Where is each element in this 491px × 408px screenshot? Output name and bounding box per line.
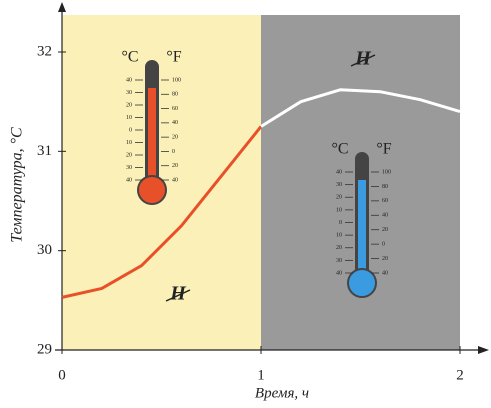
annotation: Н bbox=[169, 283, 187, 305]
thermo-f-label: 80 bbox=[172, 92, 178, 98]
thermo-c-label: 10 bbox=[336, 207, 342, 213]
thermo-f-label: 60 bbox=[382, 198, 388, 204]
thermo-c-label: 40 bbox=[126, 177, 132, 183]
thermo-f-label: 60 bbox=[172, 106, 178, 112]
thermo-c-label: 40 bbox=[126, 77, 132, 83]
thermo-c-label: 20 bbox=[336, 245, 342, 251]
y-tick-label: 32 bbox=[37, 43, 52, 59]
thermo-f-label: 0 bbox=[172, 149, 175, 155]
annotation: Н bbox=[354, 48, 372, 70]
thermo-f-label: 100 bbox=[382, 169, 391, 175]
annotation-strike bbox=[165, 289, 191, 302]
thermo-f-label: 0 bbox=[382, 242, 385, 248]
thermo-c-label: 20 bbox=[126, 102, 132, 108]
thermo-c-label: 10 bbox=[336, 233, 342, 239]
annotation-strike bbox=[350, 54, 376, 67]
thermo-bulb bbox=[347, 268, 377, 298]
thermo-liquid bbox=[148, 88, 156, 190]
x-axis-label: Время, ч bbox=[255, 385, 309, 401]
thermo-f-label: 20 bbox=[382, 227, 388, 233]
thermo-c-label: 40 bbox=[336, 169, 342, 175]
thermo-f-label: 100 bbox=[172, 77, 181, 83]
y-tick-label: 29 bbox=[37, 341, 52, 357]
x-tick-label: 1 bbox=[257, 367, 265, 383]
thermo-unit-c: °C bbox=[121, 49, 138, 66]
line bbox=[260, 88, 461, 128]
thermo-f-label: 40 bbox=[172, 120, 178, 126]
thermo-unit-f: °F bbox=[376, 141, 391, 158]
thermo-c-label: 30 bbox=[126, 165, 132, 171]
thermo-f-label: 20 bbox=[382, 256, 388, 262]
thermo-f-label: 40 bbox=[382, 270, 388, 276]
thermo-f-label: 20 bbox=[172, 163, 178, 169]
y-arrow bbox=[58, 2, 66, 12]
thermo-unit-f: °F bbox=[166, 49, 181, 66]
y-tick-label: 31 bbox=[37, 143, 52, 159]
thermo-c-label: 30 bbox=[336, 258, 342, 264]
thermo-c-label: 0 bbox=[129, 127, 132, 133]
thermo-c-label: 20 bbox=[336, 195, 342, 201]
line bbox=[61, 125, 263, 299]
thermo-c-label: 30 bbox=[336, 182, 342, 188]
thermo-unit-c: °C bbox=[331, 141, 348, 158]
x-tick-label: 2 bbox=[456, 367, 464, 383]
x-arrow bbox=[478, 346, 489, 354]
y-axis-label: Температура, °C bbox=[9, 127, 26, 243]
thermo-f-label: 40 bbox=[382, 213, 388, 219]
thermo-c-label: 10 bbox=[126, 115, 132, 121]
thermo-c-label: 10 bbox=[126, 140, 132, 146]
thermo-f-label: 20 bbox=[172, 135, 178, 141]
thermo-c-label: 30 bbox=[126, 90, 132, 96]
thermo-f-label: 80 bbox=[382, 184, 388, 190]
thermo-c-label: 20 bbox=[126, 152, 132, 158]
thermo-bulb bbox=[137, 175, 167, 205]
thermo-c-label: 40 bbox=[336, 270, 342, 276]
x-tick-label: 0 bbox=[58, 367, 66, 383]
thermo-liquid bbox=[358, 180, 366, 283]
thermo-f-label: 40 bbox=[172, 177, 178, 183]
y-tick-label: 30 bbox=[37, 242, 52, 258]
thermo-c-label: 0 bbox=[339, 220, 342, 226]
